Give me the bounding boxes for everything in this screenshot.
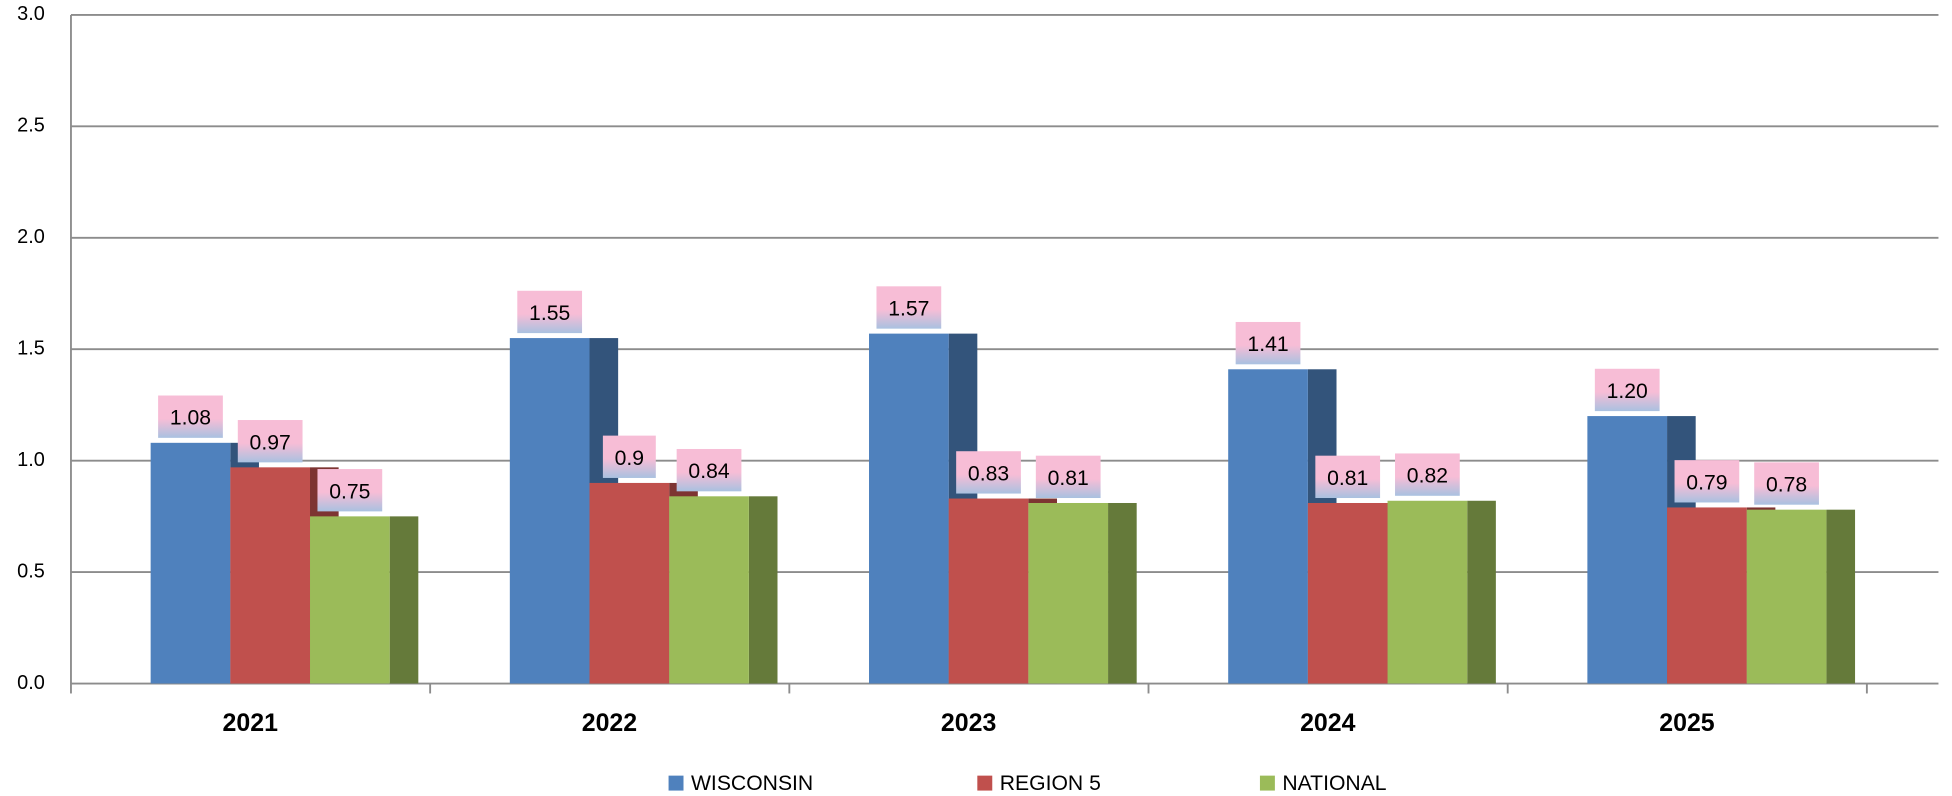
bar	[1746, 509, 1827, 684]
data-label: 0.82	[1407, 465, 1448, 488]
x-tick-label: 2025	[1659, 709, 1715, 737]
x-tick-label: 2023	[941, 709, 996, 737]
bar	[150, 442, 231, 684]
data-label-box	[317, 469, 383, 512]
bar-side	[1108, 502, 1137, 684]
data-label-box	[517, 290, 583, 334]
data-label: 1.57	[888, 298, 929, 321]
data-label-box	[676, 448, 742, 492]
y-tick-label: 3.0	[17, 3, 45, 25]
bar	[948, 498, 1029, 684]
legend-swatch	[977, 775, 993, 791]
data-label-box	[1035, 455, 1101, 499]
bar-side	[748, 496, 778, 684]
bar	[230, 467, 311, 684]
data-label: 1.08	[170, 407, 211, 430]
legend-label: WISCONSIN	[691, 772, 813, 795]
bar	[669, 496, 749, 684]
bar-side	[1826, 509, 1856, 684]
data-label-box	[158, 395, 223, 438]
bar-side	[389, 516, 419, 684]
legend-label: NATIONAL	[1282, 772, 1386, 795]
data-label: 0.84	[688, 460, 729, 483]
data-label-box	[1594, 368, 1660, 412]
x-tick-label: 2021	[223, 709, 279, 737]
y-tick-label: 1.5	[17, 337, 45, 359]
data-label: 1.55	[529, 302, 570, 325]
bar	[589, 482, 670, 684]
legend-swatch	[1259, 775, 1275, 791]
legend-label: REGION 5	[1000, 772, 1101, 795]
legend-swatch	[668, 775, 684, 791]
data-label-box	[1395, 453, 1460, 496]
y-tick-label: 1.0	[17, 449, 45, 471]
y-tick-label: 2.5	[17, 115, 45, 137]
bar	[310, 516, 390, 684]
data-label: 0.97	[250, 431, 291, 454]
data-label-box	[1674, 460, 1740, 503]
data-label-box	[237, 420, 303, 463]
data-label-box	[602, 435, 656, 478]
data-label-box	[956, 451, 1021, 494]
bar	[1307, 502, 1388, 684]
y-tick-label: 0.5	[17, 560, 45, 582]
data-label: 0.79	[1686, 471, 1727, 494]
y-tick-label: 0.0	[17, 672, 45, 694]
data-label: 0.75	[329, 480, 370, 503]
bar	[1667, 507, 1747, 684]
y-tick-label: 2.0	[17, 226, 45, 248]
bar	[1228, 369, 1308, 684]
data-label-box	[1315, 455, 1381, 499]
x-tick-label: 2022	[582, 709, 637, 737]
data-label: 1.20	[1607, 380, 1648, 403]
bar	[1387, 500, 1468, 684]
bar	[1587, 416, 1668, 684]
data-label-box	[1235, 321, 1301, 365]
data-label: 0.9	[615, 447, 644, 470]
data-label: 0.78	[1766, 474, 1807, 497]
bar	[509, 338, 590, 684]
data-label-box	[1754, 462, 1819, 505]
bar-side	[1467, 500, 1496, 684]
x-tick-label: 2024	[1300, 709, 1356, 737]
data-label: 0.81	[1048, 467, 1089, 490]
data-label: 1.41	[1247, 333, 1288, 356]
bar	[869, 333, 949, 684]
data-label: 0.83	[968, 462, 1009, 485]
data-label-box	[876, 286, 942, 329]
data-label: 0.81	[1327, 467, 1368, 490]
bar	[1028, 502, 1109, 684]
